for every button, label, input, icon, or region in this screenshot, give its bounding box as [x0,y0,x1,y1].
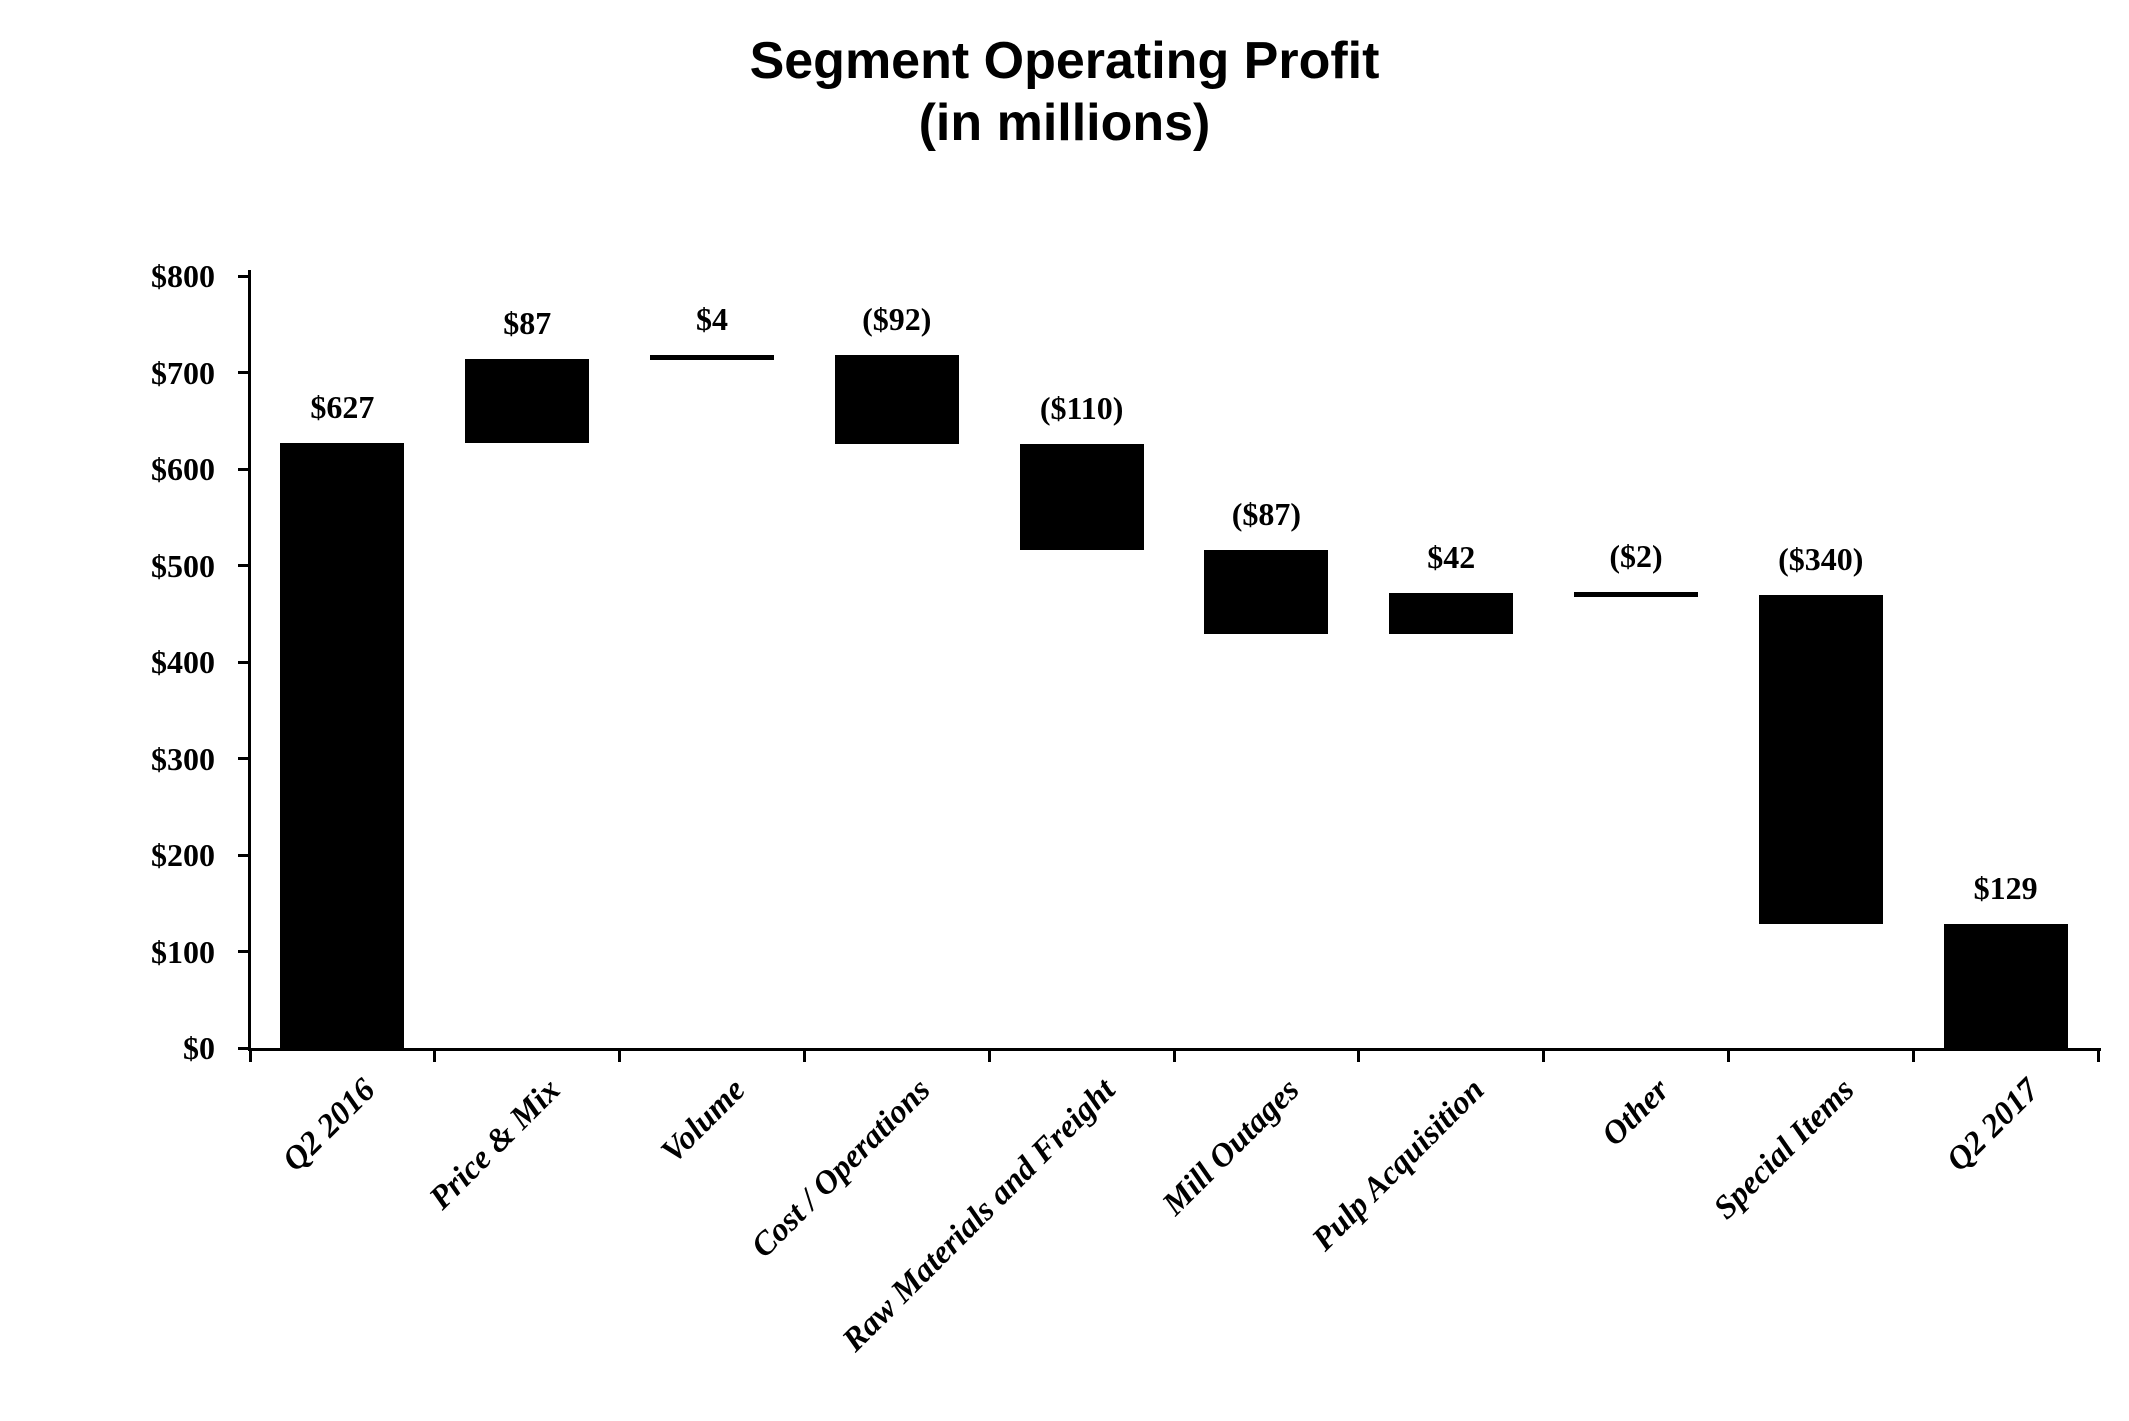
x-axis-tick [248,1048,252,1062]
bar-price-mix [465,358,590,443]
bar-value-label: ($87) [1231,496,1302,533]
bar-value-label: ($110) [1039,389,1124,426]
chart-title-block: Segment Operating Profit (in millions) [0,30,2129,154]
x-axis-tick [1726,1048,1730,1062]
chart-subtitle: (in millions) [918,94,1211,152]
y-axis-tick [238,660,250,664]
x-axis-tick [433,1048,437,1062]
x-axis-tick [987,1048,991,1062]
y-axis-tick-label: $200 [151,837,215,873]
x-axis-tick [1911,1048,1915,1062]
y-axis-tick [238,274,250,278]
bar-special-items [1758,595,1883,924]
bar-value-label: ($92) [862,301,932,338]
x-axis-label-q2-2016: Q2 2016 [276,1072,383,1179]
y-axis-tick-label: $800 [151,258,215,294]
x-axis-tick [1357,1048,1361,1062]
bar-q2-2017 [1943,923,2068,1048]
bar-value-label: ($2) [1609,537,1663,574]
bar-volume [650,354,774,360]
y-axis-tick-label: $400 [151,644,215,680]
y-axis-tick [238,853,250,857]
x-axis-tick [1542,1048,1546,1062]
x-axis-tick [618,1048,622,1062]
bar-value-label: $4 [696,300,728,337]
bar-mill-outages [1204,550,1329,634]
y-axis-tick-label: $500 [151,547,215,584]
bar-value-label: $627 [310,388,375,425]
y-axis-tick [238,1046,250,1050]
y-axis-tick-label: $700 [151,354,215,391]
bar-pulp-acquisition [1389,593,1514,634]
x-axis-tick [802,1048,806,1062]
bar-q2-2016 [280,442,405,1048]
y-axis-tick-label: $100 [151,933,215,970]
y-axis-tick-label: $0 [183,1030,215,1066]
y-axis-tick-label: $600 [151,451,215,487]
y-axis-tick [238,371,250,374]
bar-value-label: ($340) [1778,541,1864,578]
bar-raw-materials-and-freight [1019,443,1144,551]
chart-title: Segment Operating Profit [749,32,1380,90]
x-axis-tick [2096,1048,2100,1062]
bar-cost-operations [834,355,959,444]
y-axis-tick [238,950,250,953]
x-axis-tick [1172,1048,1176,1062]
y-axis-tick [238,564,250,567]
y-axis-tick [238,757,250,760]
bar-other [1574,591,1698,597]
bar-value-label: $129 [1973,869,2038,906]
y-axis-tick-label: $300 [151,740,215,777]
y-axis-tick [238,467,250,471]
bar-value-label: $87 [503,304,552,341]
bar-value-label: $42 [1427,539,1476,576]
